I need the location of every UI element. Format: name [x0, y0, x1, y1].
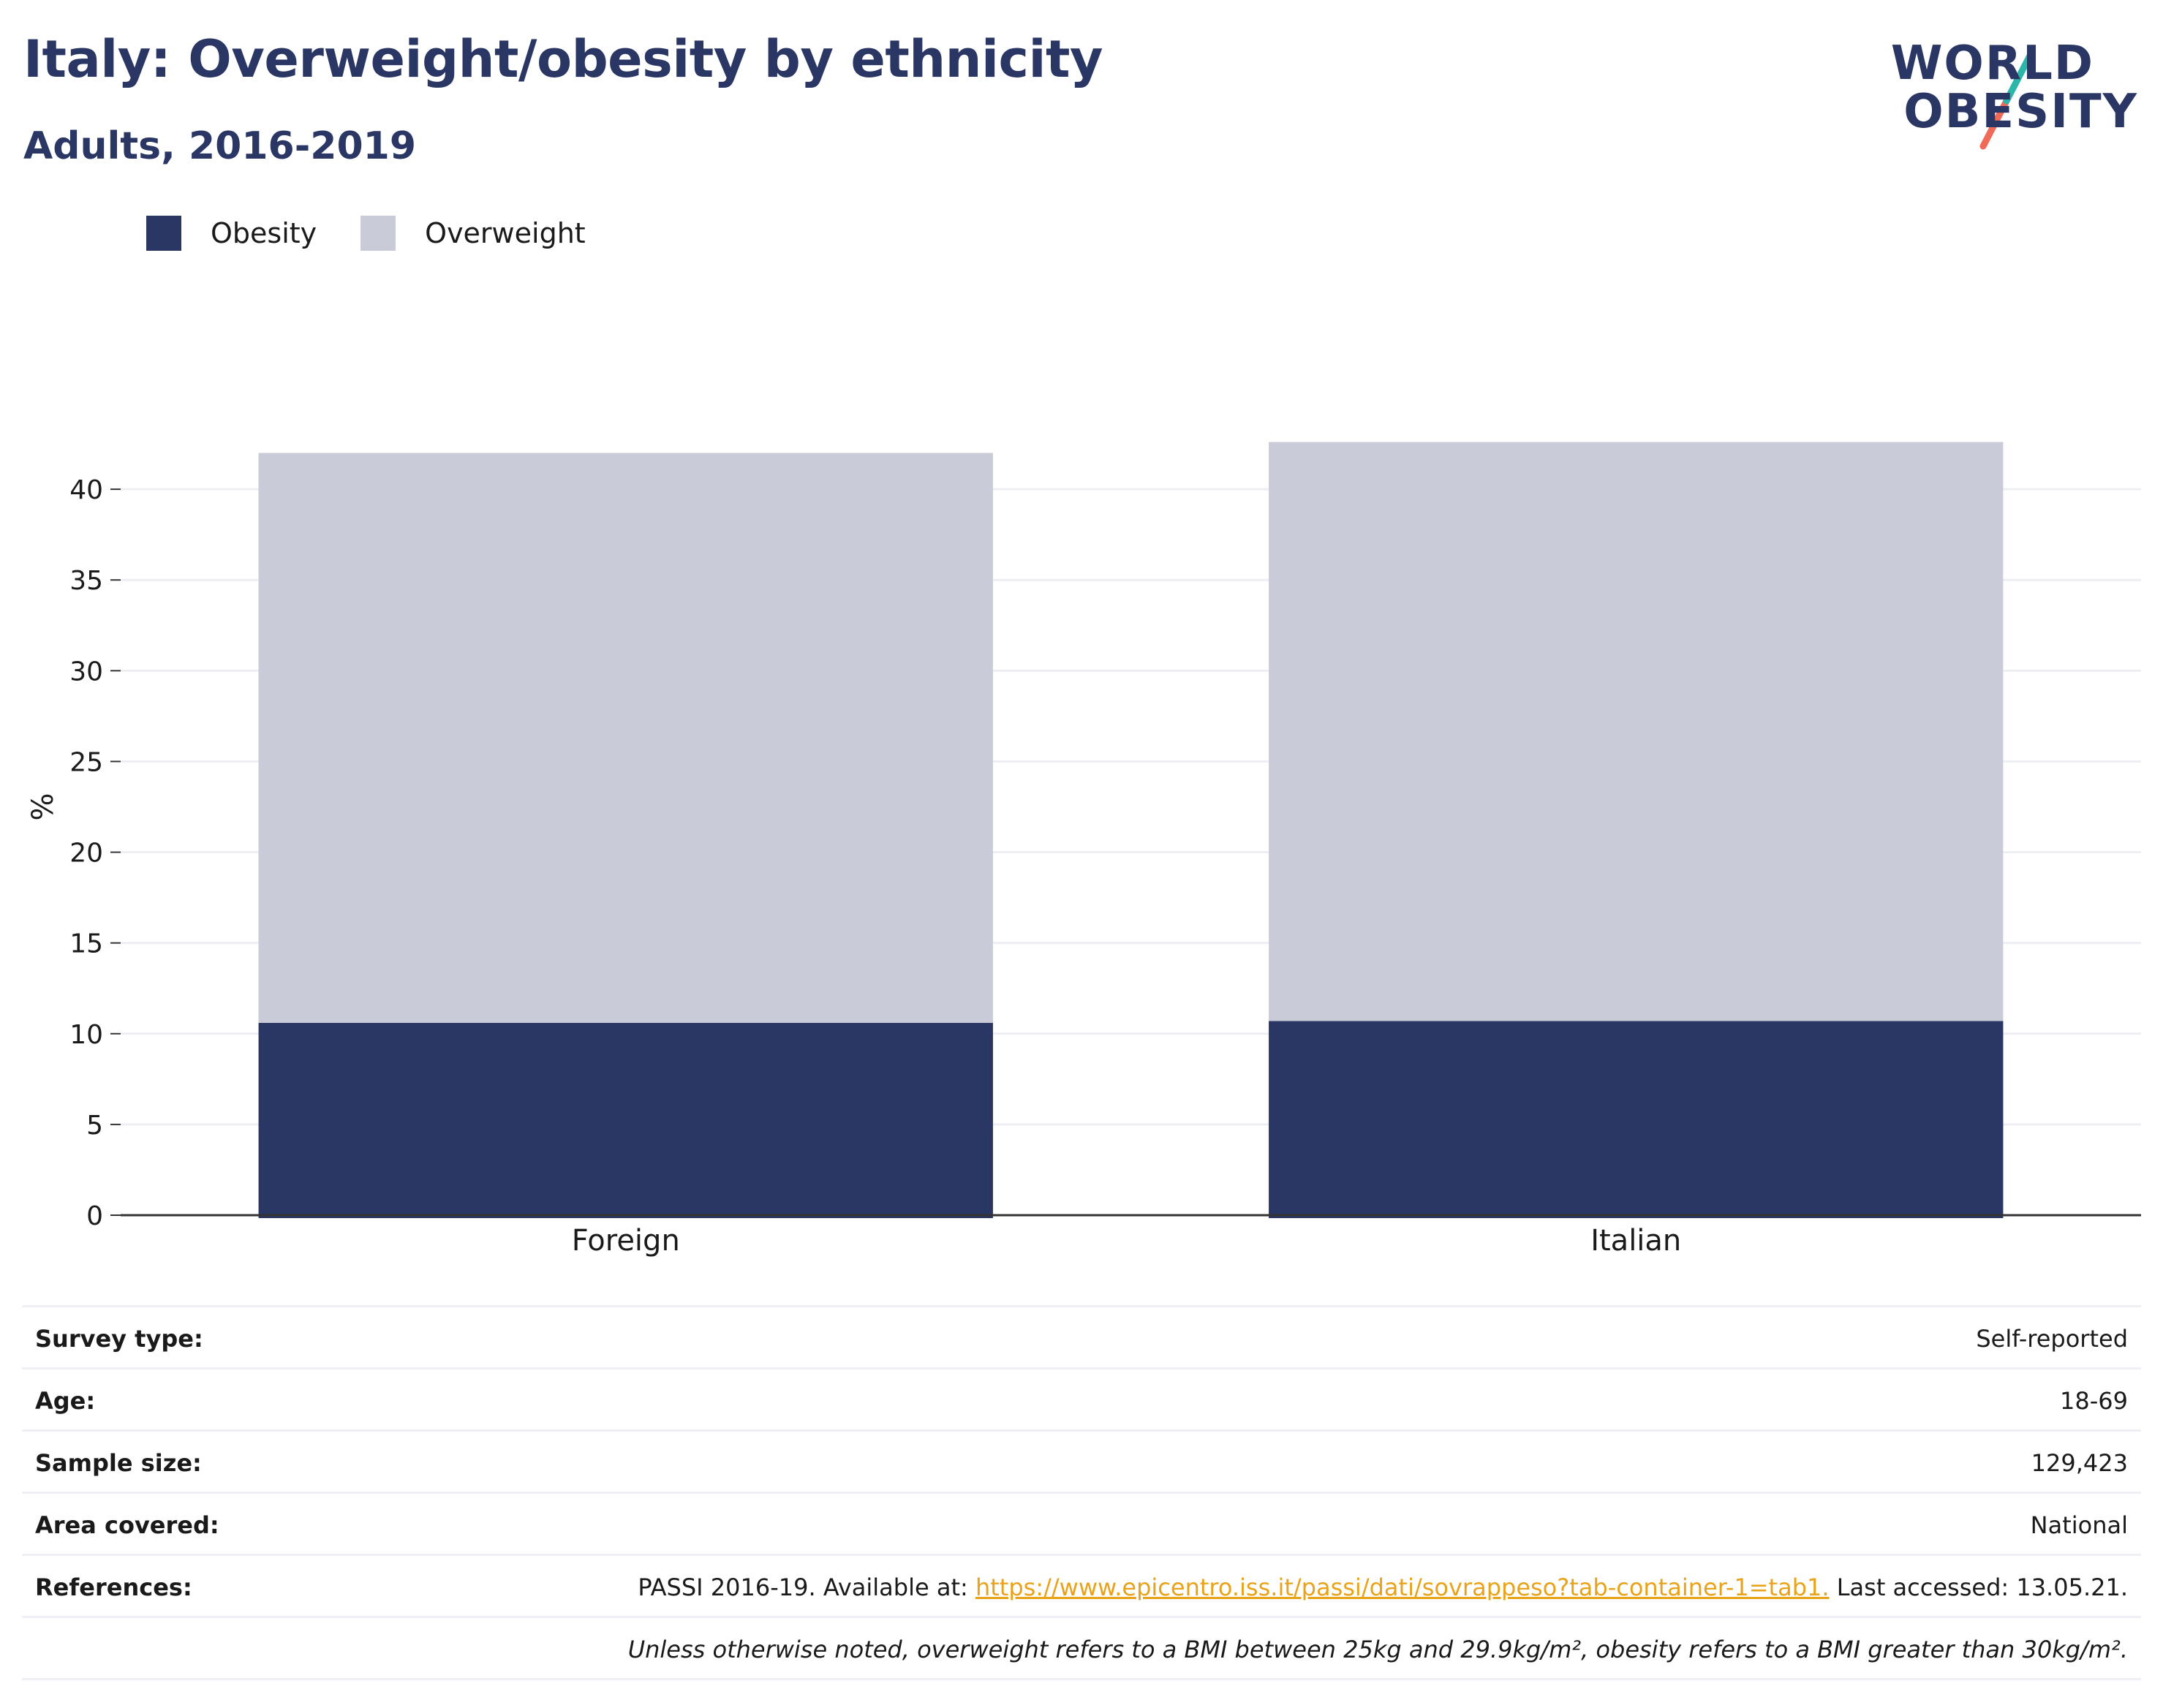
y-tick-label: 10: [69, 1020, 103, 1050]
y-tick-label: 5: [86, 1111, 103, 1141]
references-value: PASSI 2016-19. Available at: https://www…: [638, 1573, 2128, 1601]
y-tick-label: 30: [69, 657, 103, 687]
sample-size-value: 129,423: [2031, 1449, 2128, 1477]
legend-swatch-overweight: [360, 216, 396, 251]
legend-swatch-obesity: [146, 216, 181, 251]
y-tick-label: 20: [69, 839, 103, 869]
logo-line1: WORLD: [1890, 37, 2094, 91]
y-tick-label: 0: [86, 1201, 103, 1231]
bar-overweight-foreign: [258, 453, 993, 1023]
bar-overweight-italian: [1269, 442, 2004, 1021]
area-label: Area covered:: [35, 1511, 219, 1539]
references-suffix: Last accessed: 13.05.21.: [1829, 1573, 2128, 1601]
logo-slash-icon: [1979, 52, 2034, 150]
info-row-note: Unless otherwise noted, overweight refer…: [22, 1616, 2141, 1680]
legend-item-obesity[interactable]: Obesity: [146, 216, 317, 251]
x-tick-label: Italian: [1590, 1224, 1681, 1258]
survey-type-label: Survey type:: [35, 1325, 203, 1353]
info-row-references: References: PASSI 2016-19. Available at:…: [22, 1554, 2141, 1616]
bar-chart: 0 5 10 15 20 25 30 35 40% Foreign Italian: [26, 442, 2141, 1258]
survey-type-value: Self-reported: [1976, 1325, 2128, 1353]
legend-item-overweight[interactable]: Overweight: [360, 216, 586, 251]
age-value: 18-69: [2060, 1387, 2128, 1415]
definition-note: Unless otherwise noted, overweight refer…: [627, 1636, 2128, 1663]
area-value: National: [2030, 1511, 2128, 1539]
sample-size-label: Sample size:: [35, 1449, 202, 1477]
y-tick-label: 40: [69, 475, 103, 505]
info-row-sample-size: Sample size: 129,423: [22, 1429, 2141, 1492]
y-tick-label: 15: [69, 929, 103, 959]
survey-info-table: Survey type: Self-reported Age: 18-69 Sa…: [22, 1305, 2141, 1680]
chart-subtitle: Adults, 2016-2019: [23, 124, 417, 168]
world-obesity-logo: WORLD OBESITY: [1891, 29, 2138, 154]
logo-line2: OBESITY: [1903, 85, 2138, 139]
y-tick-label: 35: [69, 566, 103, 596]
x-tick-label: Foreign: [572, 1224, 680, 1258]
y-tick-label: 25: [69, 747, 103, 777]
references-link[interactable]: https://www.epicentro.iss.it/passi/dati/…: [975, 1573, 1830, 1601]
chart-legend: Obesity Overweight: [146, 216, 630, 251]
y-axis-label: %: [26, 793, 60, 820]
bar-obesity-italian: [1269, 1021, 2004, 1218]
references-prefix: PASSI 2016-19. Available at:: [638, 1573, 975, 1601]
info-row-survey-type: Survey type: Self-reported: [22, 1305, 2141, 1367]
legend-label-overweight: Overweight: [425, 217, 586, 249]
bar-obesity-foreign: [258, 1022, 993, 1218]
age-label: Age:: [35, 1387, 96, 1415]
info-row-area: Area covered: National: [22, 1492, 2141, 1554]
chart-title: Italy: Overweight/obesity by ethnicity: [23, 29, 1103, 89]
references-label: References:: [35, 1573, 192, 1601]
legend-label-obesity: Obesity: [211, 217, 317, 249]
info-row-age: Age: 18-69: [22, 1367, 2141, 1429]
